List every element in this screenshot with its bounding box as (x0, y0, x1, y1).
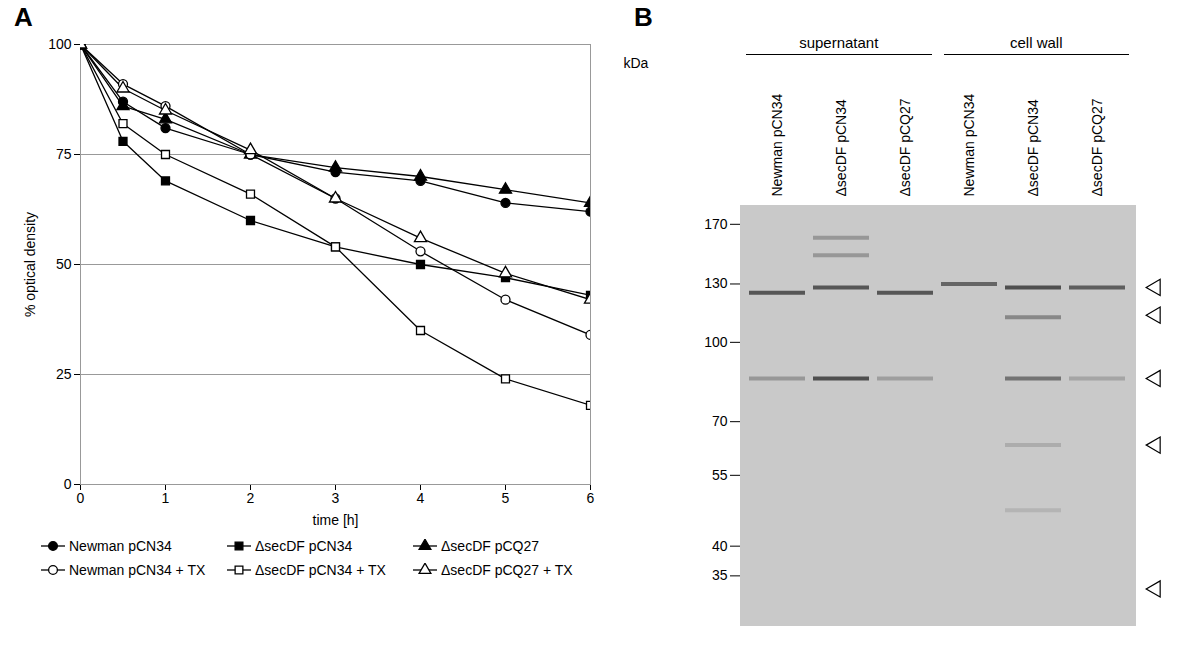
svg-text:0: 0 (77, 490, 85, 506)
svg-text:25: 25 (56, 366, 72, 382)
html-text:ΔsecDF pCN34 + TX: ΔsecDF pCN34 + TX (255, 562, 386, 578)
svg-text:kDa: kDa (624, 55, 649, 71)
svg-text:% optical density: % optical density (22, 212, 38, 317)
html-text:Newman pCN34: Newman pCN34 (69, 538, 172, 554)
svg-text:100: 100 (704, 334, 728, 350)
svg-text:2: 2 (247, 490, 255, 506)
svg-text:55: 55 (712, 467, 728, 483)
html-text:ΔsecDF pCQ27: ΔsecDF pCQ27 (441, 538, 540, 554)
svg-text:ΔsecDF pCQ27: ΔsecDF pCQ27 (897, 98, 913, 196)
svg-text:170: 170 (704, 216, 728, 232)
svg-text:6: 6 (587, 490, 595, 506)
svg-text:3: 3 (332, 490, 340, 506)
html-text:ΔsecDF pCN34: ΔsecDF pCN34 (255, 538, 353, 554)
svg-text:130: 130 (704, 275, 728, 291)
html-text:A: A (14, 2, 33, 32)
html-text:supernatant: supernatant (799, 34, 879, 51)
svg-text:4: 4 (417, 490, 425, 506)
html-text:Newman pCN34 + TX: Newman pCN34 + TX (69, 562, 206, 578)
svg-text:40: 40 (712, 538, 728, 554)
svg-text:75: 75 (56, 146, 72, 162)
svg-text:ΔsecDF pCQ27: ΔsecDF pCQ27 (1089, 98, 1105, 196)
svg-text:ΔsecDF pCN34: ΔsecDF pCN34 (1025, 99, 1041, 196)
svg-text:5: 5 (502, 490, 510, 506)
svg-text:70: 70 (712, 413, 728, 429)
svg-text:Newman pCN34: Newman pCN34 (769, 94, 785, 197)
svg-text:time [h]: time [h] (313, 512, 359, 528)
svg-text:ΔsecDF pCN34: ΔsecDF pCN34 (833, 99, 849, 196)
svg-text:50: 50 (56, 256, 72, 272)
svg-text:35: 35 (712, 567, 728, 583)
svg-text:0: 0 (64, 476, 72, 492)
html-text:B: B (634, 2, 653, 32)
svg-text:Newman pCN34: Newman pCN34 (961, 94, 977, 197)
html-text:ΔsecDF pCQ27 + TX: ΔsecDF pCQ27 + TX (441, 562, 573, 578)
svg-text:1: 1 (162, 490, 170, 506)
svg-text:100: 100 (48, 36, 72, 52)
html-text:cell wall: cell wall (1010, 34, 1063, 51)
